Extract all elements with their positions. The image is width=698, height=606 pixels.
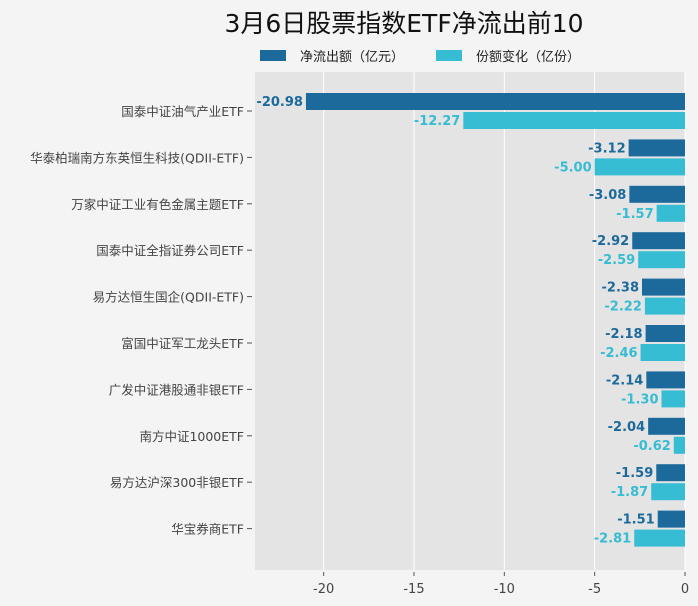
bar <box>661 390 685 408</box>
data-label: -5.00 <box>554 160 591 175</box>
bar <box>628 139 685 157</box>
bar <box>463 112 685 129</box>
category-label: 富国中证军工龙头ETF <box>121 336 244 351</box>
bar <box>642 278 685 296</box>
category-label: 国泰中证全指证券公司ETF <box>96 243 244 258</box>
data-label: -12.27 <box>414 114 461 129</box>
data-label: -1.87 <box>611 485 648 500</box>
category-label: 国泰中证油气产业ETF <box>121 104 244 119</box>
bar <box>673 436 685 454</box>
data-label: -3.08 <box>589 188 626 203</box>
legend-item-net-outflow: 净流出额（亿元） <box>260 46 404 65</box>
x-tick-label: 0 <box>681 582 689 597</box>
data-label: -1.51 <box>617 513 654 528</box>
legend-swatch <box>260 50 286 61</box>
data-label: -2.92 <box>592 234 629 249</box>
bar <box>645 325 685 342</box>
bar <box>640 344 685 361</box>
category-label: 南方中证1000ETF <box>139 429 244 444</box>
x-tick-label: -15 <box>403 582 424 597</box>
chart-title: 3月6日股票指数ETF净流出前10 <box>224 9 584 38</box>
category-label: 易方达恒生国企(QDII-ETF) <box>93 290 244 305</box>
data-label: -1.30 <box>621 392 658 407</box>
legend-swatch <box>436 50 462 61</box>
data-label: -3.12 <box>588 141 625 156</box>
bar <box>656 204 685 222</box>
data-label: -2.22 <box>604 300 641 315</box>
x-tick-label: -5 <box>588 582 601 597</box>
data-label: -2.59 <box>598 253 635 268</box>
data-label: -2.14 <box>606 373 643 388</box>
data-label: -2.18 <box>605 327 642 342</box>
data-label: -20.98 <box>256 95 303 110</box>
bar <box>648 417 685 435</box>
bar <box>638 251 685 269</box>
bar <box>594 158 685 176</box>
plot-background <box>255 72 685 570</box>
data-label: -2.81 <box>594 532 631 547</box>
data-label: -1.57 <box>616 207 653 222</box>
x-tick-label: -20 <box>313 582 334 597</box>
bar <box>656 464 685 482</box>
category-label: 易方达沪深300非银ETF <box>110 475 244 490</box>
data-label: -2.38 <box>602 281 639 296</box>
data-label: -2.46 <box>600 346 637 361</box>
bar <box>644 297 685 315</box>
category-label: 华泰柏瑞南方东英恒生科技(QDII-ETF) <box>30 150 244 165</box>
legend-label: 净流出额（亿元） <box>300 50 405 65</box>
category-label: 万家中证工业有色金属主题ETF <box>71 197 244 212</box>
bar <box>634 529 685 547</box>
data-label: -0.62 <box>633 439 670 454</box>
category-label: 华宝券商ETF <box>171 522 244 537</box>
bar <box>651 483 685 501</box>
x-tick-label: -10 <box>494 582 515 597</box>
bar <box>657 510 685 528</box>
bar <box>632 232 685 250</box>
data-label: -2.04 <box>608 420 645 435</box>
legend-item-share-change: 份额变化（亿份） <box>436 46 580 65</box>
legend-label: 份额变化（亿份） <box>476 50 581 65</box>
bar <box>629 185 685 203</box>
bar <box>646 371 685 389</box>
category-label: 广发中证港股通非银ETF <box>109 382 244 397</box>
bar <box>305 93 685 110</box>
data-label: -1.59 <box>616 466 653 481</box>
